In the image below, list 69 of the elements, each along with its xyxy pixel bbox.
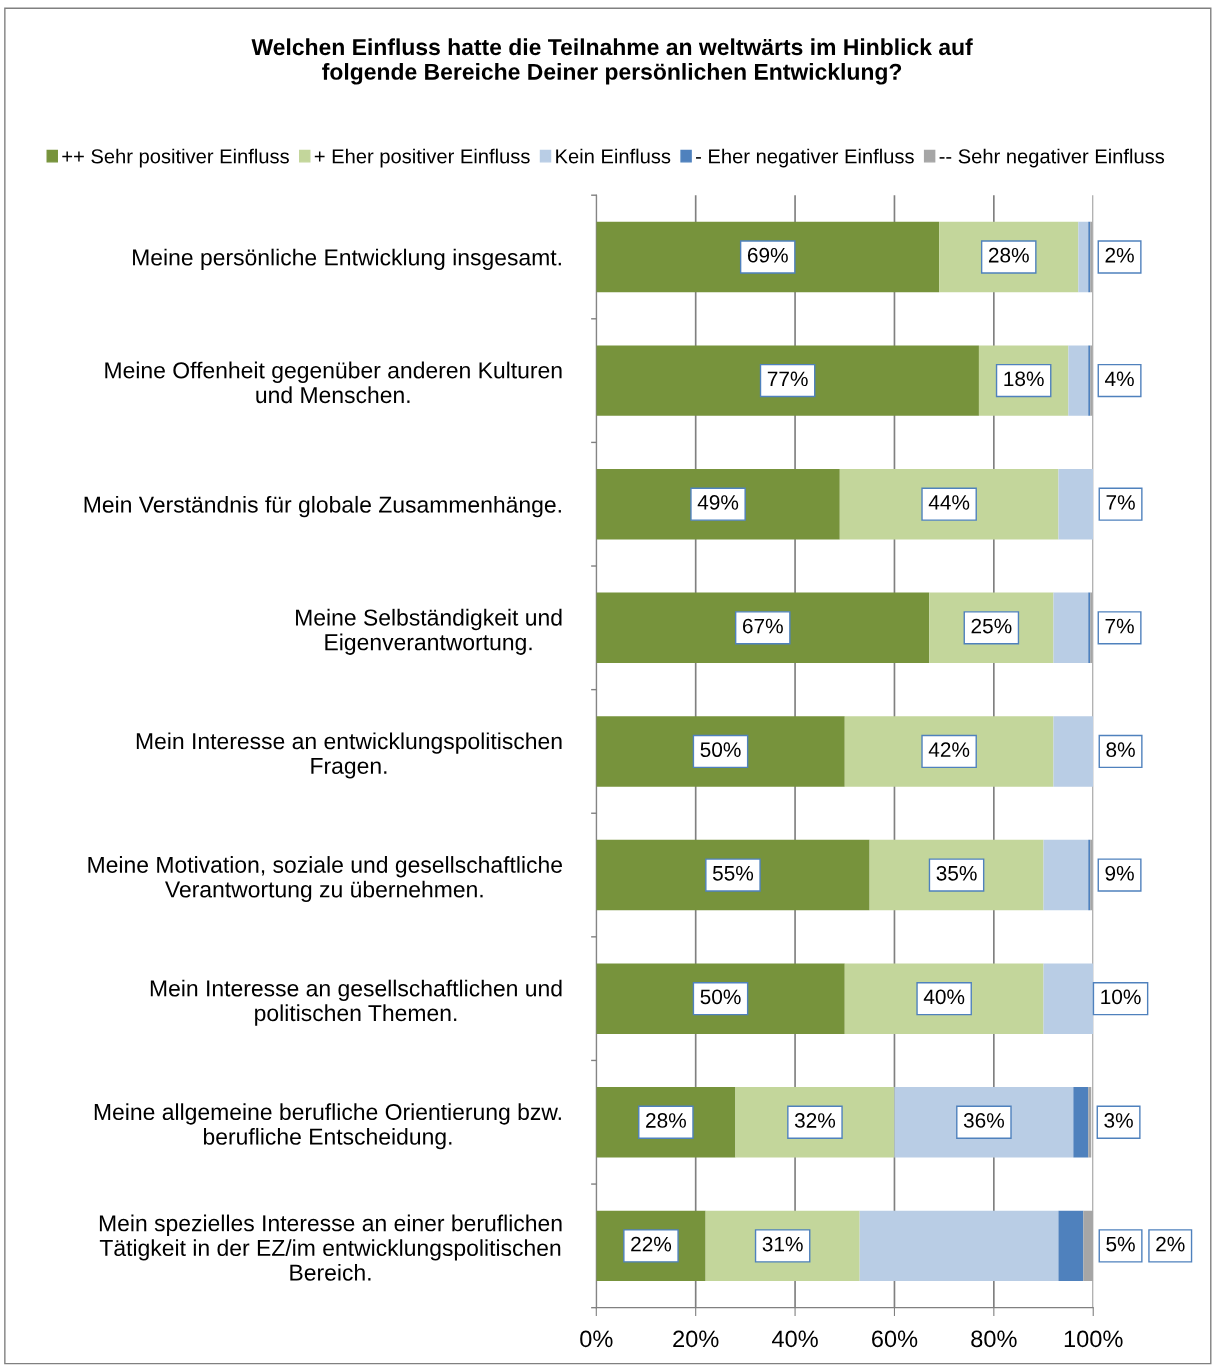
bar: [1043, 839, 1089, 911]
bar: [844, 716, 1054, 787]
y-tick-label: Meine allgemeine berufliche Orientierung bzw. berufliche Entscheidung.: [94, 1103, 561, 1150]
legend-label: + Eher positiver Einfluss: [314, 148, 530, 168]
data-label: 2%: [1156, 1236, 1185, 1252]
data-label: 5%: [1106, 1236, 1135, 1252]
data-label: 50%: [700, 989, 741, 1005]
bar: [1073, 1087, 1089, 1158]
data-label: 18%: [1004, 371, 1044, 387]
x-tick-label: 100%: [1064, 1330, 1123, 1348]
y-tick-label: Mein Interesse an entwicklungspolitischen Fragen.: [136, 732, 562, 779]
bar: [596, 221, 940, 293]
data-label: 69%: [747, 247, 788, 263]
data-label: 35%: [936, 865, 977, 881]
data-label: 28%: [646, 1113, 686, 1128]
x-tick-label: 40%: [771, 1330, 818, 1348]
y-tick-label: Mein spezielles Interesse an einer beruflichen Tätigkeit in der EZ/im entwicklungspolitischen Bereich.: [99, 1214, 562, 1281]
y-tick-label: Mein Verständnis für globale Zusammenhänge.: [84, 495, 561, 518]
data-label: 8%: [1106, 742, 1135, 758]
bar: [1068, 345, 1089, 416]
data-label: 49%: [697, 495, 739, 510]
y-tick-label: Meine Selbständigkeit und Eigenverantwortung.: [296, 608, 562, 655]
bar: [1058, 468, 1094, 540]
bar: [1088, 1087, 1092, 1158]
data-label: 4%: [1104, 371, 1134, 387]
data-label: 10%: [1101, 989, 1141, 1005]
legend-label: Kein Einfluss: [556, 148, 671, 164]
bar: [1058, 1210, 1084, 1282]
bar: [596, 963, 845, 1034]
bar: [596, 716, 845, 787]
data-label: 3%: [1104, 1113, 1133, 1128]
bar: [859, 1210, 1059, 1282]
data-label: 40%: [923, 989, 965, 1005]
y-tick-label: Meine Motivation, soziale und gesellschaftliche Verantwortung zu übernehmen.: [88, 856, 562, 903]
data-label: 28%: [988, 247, 1029, 263]
y-tick-label: Meine Offenheit gegenüber anderen Kulturen und Menschen.: [105, 361, 562, 404]
data-label: 2%: [1105, 247, 1134, 263]
legend-label: ++ Sehr positiver Einfluss: [62, 148, 289, 168]
data-label: 25%: [971, 618, 1012, 634]
x-tick-label: 80%: [971, 1330, 1017, 1348]
data-label: 7%: [1105, 618, 1134, 634]
bar: [596, 592, 930, 664]
bar: [1053, 716, 1094, 787]
data-label: 32%: [794, 1113, 836, 1128]
data-label: 36%: [963, 1113, 1005, 1128]
data-label: 7%: [1106, 495, 1135, 510]
x-tick-label: 20%: [673, 1330, 719, 1348]
bar: [596, 345, 979, 416]
data-label: 77%: [767, 371, 808, 387]
data-label: 50%: [700, 742, 741, 758]
data-label: 42%: [928, 742, 970, 757]
bar: [1083, 1210, 1094, 1282]
y-tick-label: Mein Interesse an gesellschaftlichen und politischen Themen.: [150, 979, 562, 1026]
data-label: 67%: [742, 618, 783, 634]
data-label: 9%: [1105, 865, 1134, 881]
data-label: 31%: [762, 1236, 803, 1252]
data-label: 44%: [928, 495, 970, 510]
chart-title: Welchen Einfluss hatte die Teilnahme an weltwärts im Hinblick auf folgende Bereiche Deiner persönlichen Entwicklung?: [251, 38, 973, 85]
legend-label: - Eher negativer Einfluss: [696, 148, 914, 168]
data-label: 55%: [712, 865, 754, 881]
x-tick-label: 0%: [580, 1330, 613, 1348]
x-tick-label: 60%: [872, 1330, 918, 1348]
bar: [596, 839, 870, 911]
y-tick-label: Meine persönliche Entwicklung insgesamt.: [133, 248, 561, 271]
legend-label: -- Sehr negativer Einfluss: [939, 148, 1165, 168]
bar: [1053, 592, 1089, 664]
bar: [1078, 221, 1089, 293]
data-label: 22%: [631, 1236, 672, 1252]
bar: [1043, 963, 1094, 1034]
